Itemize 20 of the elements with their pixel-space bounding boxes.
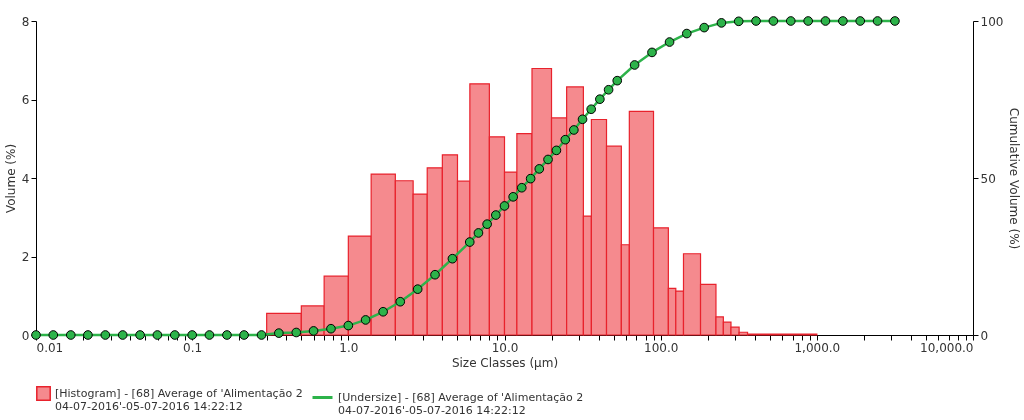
x-tick-label: 0.01 bbox=[36, 340, 64, 355]
y2-tick-label: 50 bbox=[980, 171, 996, 186]
y2-tick-label: 0 bbox=[980, 328, 989, 343]
y-tick-label: 0 bbox=[21, 328, 30, 343]
x-tick-label: 1,000.0 bbox=[794, 340, 841, 355]
y-tick-label: 6 bbox=[21, 93, 30, 107]
x-tick-label: 100.0 bbox=[643, 340, 679, 355]
y2-axis-title: Cumulative Volume (%) bbox=[1007, 107, 1022, 250]
y-tick-label: 8 bbox=[21, 14, 30, 29]
y-tick-label: 4 bbox=[21, 171, 30, 186]
y2-tick-label: 100 bbox=[980, 14, 1004, 29]
x-tick-label: 0.1 bbox=[183, 340, 203, 355]
x-axis-title: Size Classes (µm) bbox=[451, 355, 559, 370]
x-tick-label: 1.0 bbox=[339, 340, 359, 355]
legend-label: [Histogram] - [68] Average of 'Alimentação 2 04-07-2016'-05-07-2016 14:22:12 bbox=[55, 386, 303, 413]
y-axis-title: Volume (%) bbox=[3, 143, 18, 214]
x-tick-label: 10.0 bbox=[491, 340, 519, 355]
y-tick-label: 2 bbox=[21, 250, 30, 264]
legend-label: [Undersize] - [68] Average of 'Alimentação 2 04-07-2016'-05-07-2016 14:22:12 bbox=[338, 390, 584, 417]
x-tick-label: 10,000.0 bbox=[920, 340, 974, 355]
